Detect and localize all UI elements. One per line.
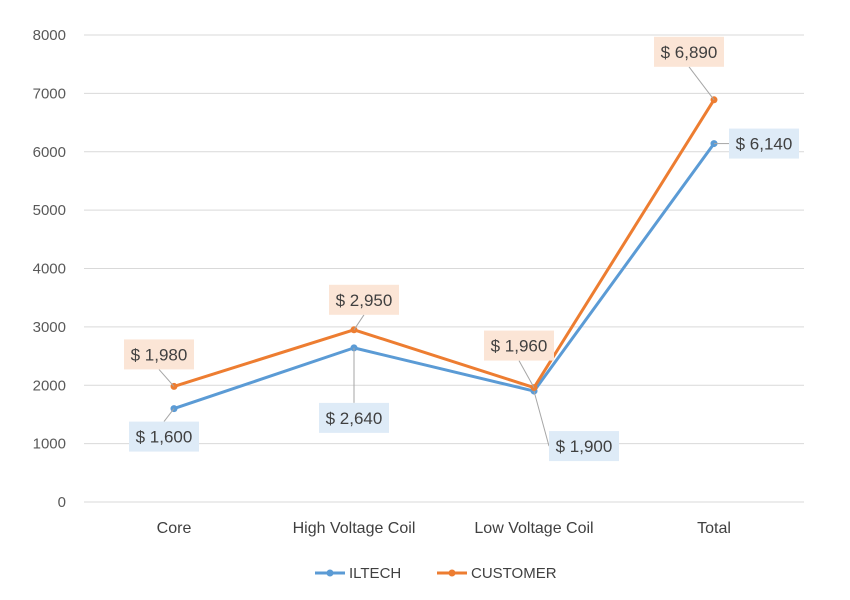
x-category-label: Low Voltage Coil — [474, 520, 593, 537]
legend-marker — [448, 569, 456, 577]
data-label: $ 6,890 — [661, 43, 718, 62]
leader-line — [533, 390, 550, 447]
data-label: $ 2,640 — [326, 409, 383, 428]
x-category-label: Total — [697, 520, 731, 537]
x-category-label: High Voltage Coil — [293, 520, 416, 537]
legend: ILTECH CUSTOMER — [315, 565, 557, 582]
data-label-box — [654, 36, 724, 67]
data-label-box — [319, 402, 389, 433]
x-category-label: Core — [157, 520, 192, 537]
data-label: $ 1,960 — [491, 337, 548, 356]
leader-line — [518, 360, 535, 388]
y-tick-label: 6000 — [33, 144, 66, 161]
data-label: $ 6,140 — [736, 135, 793, 154]
y-tick-label: 7000 — [33, 85, 66, 102]
gridlines — [84, 34, 804, 503]
y-tick-label: 1000 — [33, 436, 66, 453]
data-label-box — [124, 339, 194, 370]
y-tick-label: 8000 — [33, 27, 66, 44]
y-axis-ticks: 0 1000 2000 3000 4000 5000 6000 7000 8000 — [33, 27, 66, 511]
data-label: $ 1,600 — [136, 428, 193, 447]
data-label-box — [484, 330, 554, 361]
data-label-box — [549, 431, 619, 462]
series-lines — [170, 96, 718, 413]
legend-marker — [326, 569, 334, 577]
series-line-iltech — [172, 142, 716, 411]
legend-label: ILTECH — [349, 565, 401, 582]
data-label-box — [729, 128, 799, 159]
data-label-box — [329, 284, 399, 315]
y-tick-label: 5000 — [33, 202, 66, 219]
leader-line — [163, 408, 175, 422]
y-tick-label: 0 — [58, 494, 66, 511]
data-label: $ 2,950 — [336, 291, 393, 310]
y-tick-label: 4000 — [33, 261, 66, 278]
leader-line — [688, 66, 715, 101]
legend-label: CUSTOMER — [471, 565, 557, 582]
leader-line — [353, 314, 365, 331]
data-label: $ 1,980 — [131, 345, 188, 364]
data-label-box — [129, 421, 199, 452]
data-labels: $ 1,600 $ 2,640 $ 1,900 $ 6,140 $ 1,980 $ 2,9… — [124, 36, 799, 462]
leader-line — [158, 369, 175, 387]
y-tick-label: 3000 — [33, 319, 66, 336]
y-tick-label: 2000 — [33, 377, 66, 394]
series-line-customer — [172, 98, 716, 390]
x-axis-categories: Core High Voltage Coil Low Voltage Coil Tot… — [157, 520, 731, 537]
data-label: $ 1,900 — [556, 437, 613, 456]
